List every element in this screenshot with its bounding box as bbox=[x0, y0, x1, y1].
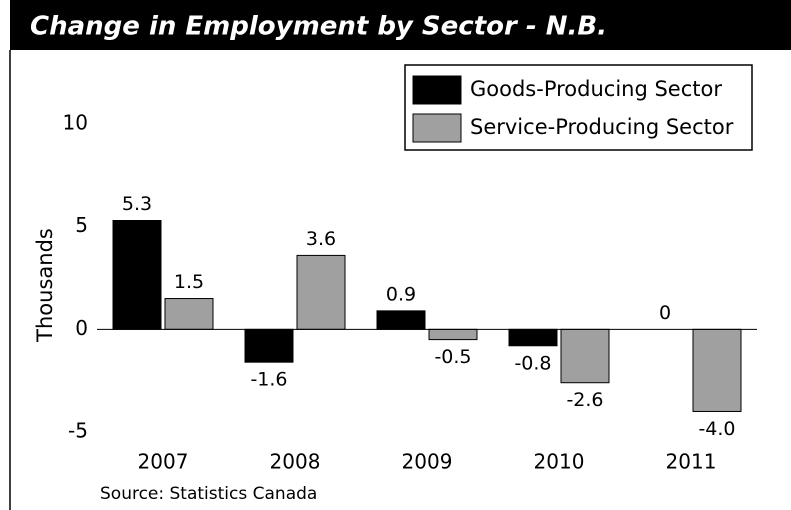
data-label: 3.6 bbox=[306, 228, 336, 250]
bar bbox=[428, 328, 478, 341]
x-tick-label: 2008 bbox=[270, 450, 321, 474]
data-label: -0.5 bbox=[434, 346, 471, 368]
data-label: 0.9 bbox=[386, 283, 416, 305]
data-label: -1.6 bbox=[250, 369, 287, 391]
legend-swatch bbox=[412, 113, 462, 143]
bar bbox=[560, 328, 610, 384]
bar bbox=[376, 310, 426, 330]
x-tick-label: 2010 bbox=[534, 450, 585, 474]
chart-title: Change in Employment by Sector - N.B. bbox=[30, 12, 607, 42]
bar bbox=[692, 328, 742, 412]
data-label: -4.0 bbox=[698, 418, 735, 440]
data-label: 5.3 bbox=[122, 193, 152, 215]
y-axis-label: Thousands bbox=[33, 228, 57, 343]
legend-label: Goods-Producing Sector bbox=[470, 77, 722, 101]
legend-swatch bbox=[412, 75, 462, 105]
title-bar bbox=[10, 0, 791, 50]
bar bbox=[508, 328, 558, 347]
legend-label: Service-Producing Sector bbox=[470, 115, 734, 139]
y-tick-label: 0 bbox=[75, 316, 88, 340]
x-tick-label: 2009 bbox=[402, 450, 453, 474]
x-tick-label: 2011 bbox=[666, 450, 717, 474]
data-label: -0.8 bbox=[514, 352, 551, 374]
data-label: 0 bbox=[659, 302, 671, 324]
x-tick-label: 2007 bbox=[138, 450, 189, 474]
source: Source: Statistics Canada bbox=[100, 484, 317, 504]
legend bbox=[404, 64, 753, 151]
y-tick-label: 10 bbox=[63, 111, 88, 135]
bar bbox=[112, 220, 162, 330]
data-label: 1.5 bbox=[174, 271, 204, 293]
bar bbox=[164, 298, 214, 330]
y-tick-label: 5 bbox=[75, 213, 88, 237]
bar bbox=[244, 328, 294, 363]
data-label: -2.6 bbox=[566, 389, 603, 411]
bar bbox=[296, 254, 346, 330]
y-tick-label: -5 bbox=[68, 419, 88, 443]
